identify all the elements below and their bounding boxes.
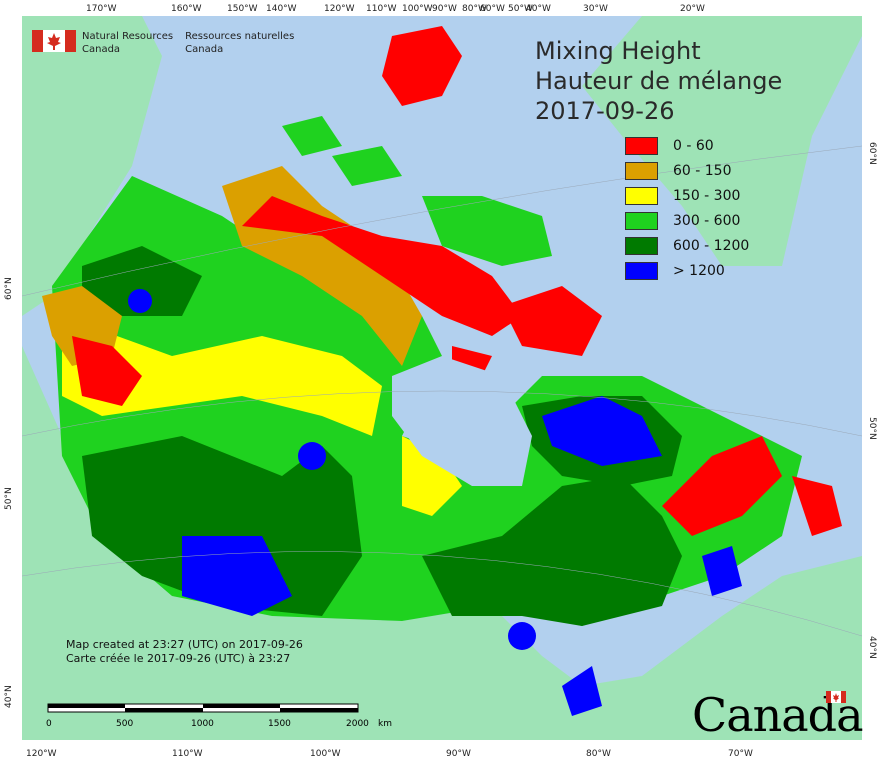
agency-fr-line1: Ressources naturelles [185,31,295,42]
agency-fr-line2: Canada [185,44,224,55]
bottom-tick: 90°W [446,749,471,759]
scale-label: 2000 [346,719,369,729]
legend-label: > 1200 [673,262,725,279]
left-tick: 50°N [4,487,14,510]
legend-item: > 1200 [625,258,749,283]
scale-label: 500 [116,719,133,729]
left-ticks: 60°N 50°N 40°N [4,277,14,708]
legend-label: 150 - 300 [673,187,741,204]
canada-flag-icon [32,30,76,52]
bottom-tick: 70°W [728,749,753,759]
scale-label: 1500 [268,719,291,729]
top-tick: 60°W [480,4,505,14]
top-ticks: 170°W 160°W 150°W 140°W 120°W 110°W 100°… [86,4,705,14]
nrcan-signature: Natural Resources Canada Ressources natu… [32,30,306,56]
agency-french: Ressources naturelles Canada [185,30,294,56]
graticule [22,145,862,637]
legend: 0 - 60 60 - 150 150 - 300 300 - 600 600 … [625,133,749,283]
top-tick: 110°W [366,4,397,14]
creation-notes: Map created at 23:27 (UTC) on 2017-09-26… [66,638,303,666]
legend-swatch [625,236,658,255]
top-tick: 150°W [227,4,258,14]
left-tick: 60°N [4,277,14,300]
bottom-tick: 110°W [172,749,203,759]
legend-label: 0 - 60 [673,137,714,154]
top-tick: 90°W [432,4,457,14]
title-date: 2017-09-26 [535,97,675,125]
legend-swatch [625,211,658,230]
greenland-land [582,16,862,266]
legend-swatch [625,161,658,180]
title-line2: Hauteur de mélange [535,67,783,95]
legend-item: 300 - 600 [625,208,749,233]
agency-en-line2: Canada [82,44,121,55]
left-tick: 40°N [4,685,14,708]
bottom-tick: 120°W [26,749,57,759]
legend-label: 600 - 1200 [673,237,750,254]
legend-item: 60 - 150 [625,158,749,183]
legend-label: 300 - 600 [673,212,741,229]
scale-label: 0 [46,719,52,729]
note-english: Map created at 23:27 (UTC) on 2017-09-26 [66,638,303,651]
wordmark-flag-icon [826,691,846,703]
map-title: Mixing Height Hauteur de mélange 2017-09… [535,36,782,126]
legend-item: 600 - 1200 [625,233,749,258]
right-tick: 50°N [867,417,877,440]
top-tick: 40°W [526,4,551,14]
map-canvas[interactable] [22,16,862,740]
legend-label: 60 - 150 [673,162,732,179]
legend-swatch [625,136,658,155]
note-french: Carte créée le 2017-09-26 (UTC) à 23:27 [66,652,291,665]
legend-swatch [625,186,658,205]
map-svg [22,16,862,740]
canada-regions [42,26,842,716]
scale-unit: km [378,719,392,729]
title-line1: Mixing Height [535,37,701,65]
legend-item: 150 - 300 [625,183,749,208]
right-ticks: 60°N 50°N 40°N [867,142,877,659]
legend-swatch [625,261,658,280]
right-tick: 60°N [867,142,877,165]
scale-bar: 0 500 1000 1500 2000 km [46,703,392,729]
top-tick: 20°W [680,4,705,14]
top-tick: 120°W [324,4,355,14]
top-tick: 50°W [508,4,533,14]
usa-land [22,346,862,740]
top-tick: 100°W [402,4,433,14]
top-tick: 30°W [583,4,608,14]
bottom-tick: 80°W [586,749,611,759]
right-tick: 40°N [867,636,877,659]
scale-label: 1000 [191,719,214,729]
agency-english: Natural Resources Canada [82,30,173,56]
top-tick: 80°W [462,4,487,14]
top-tick: 170°W [86,4,117,14]
bottom-tick: 100°W [310,749,341,759]
legend-item: 0 - 60 [625,133,749,158]
agency-en-line1: Natural Resources [82,31,174,42]
top-tick: 160°W [171,4,202,14]
alaska-land [22,16,162,316]
top-tick: 140°W [266,4,297,14]
bottom-ticks: 120°W 110°W 100°W 90°W 80°W 70°W [26,749,753,759]
